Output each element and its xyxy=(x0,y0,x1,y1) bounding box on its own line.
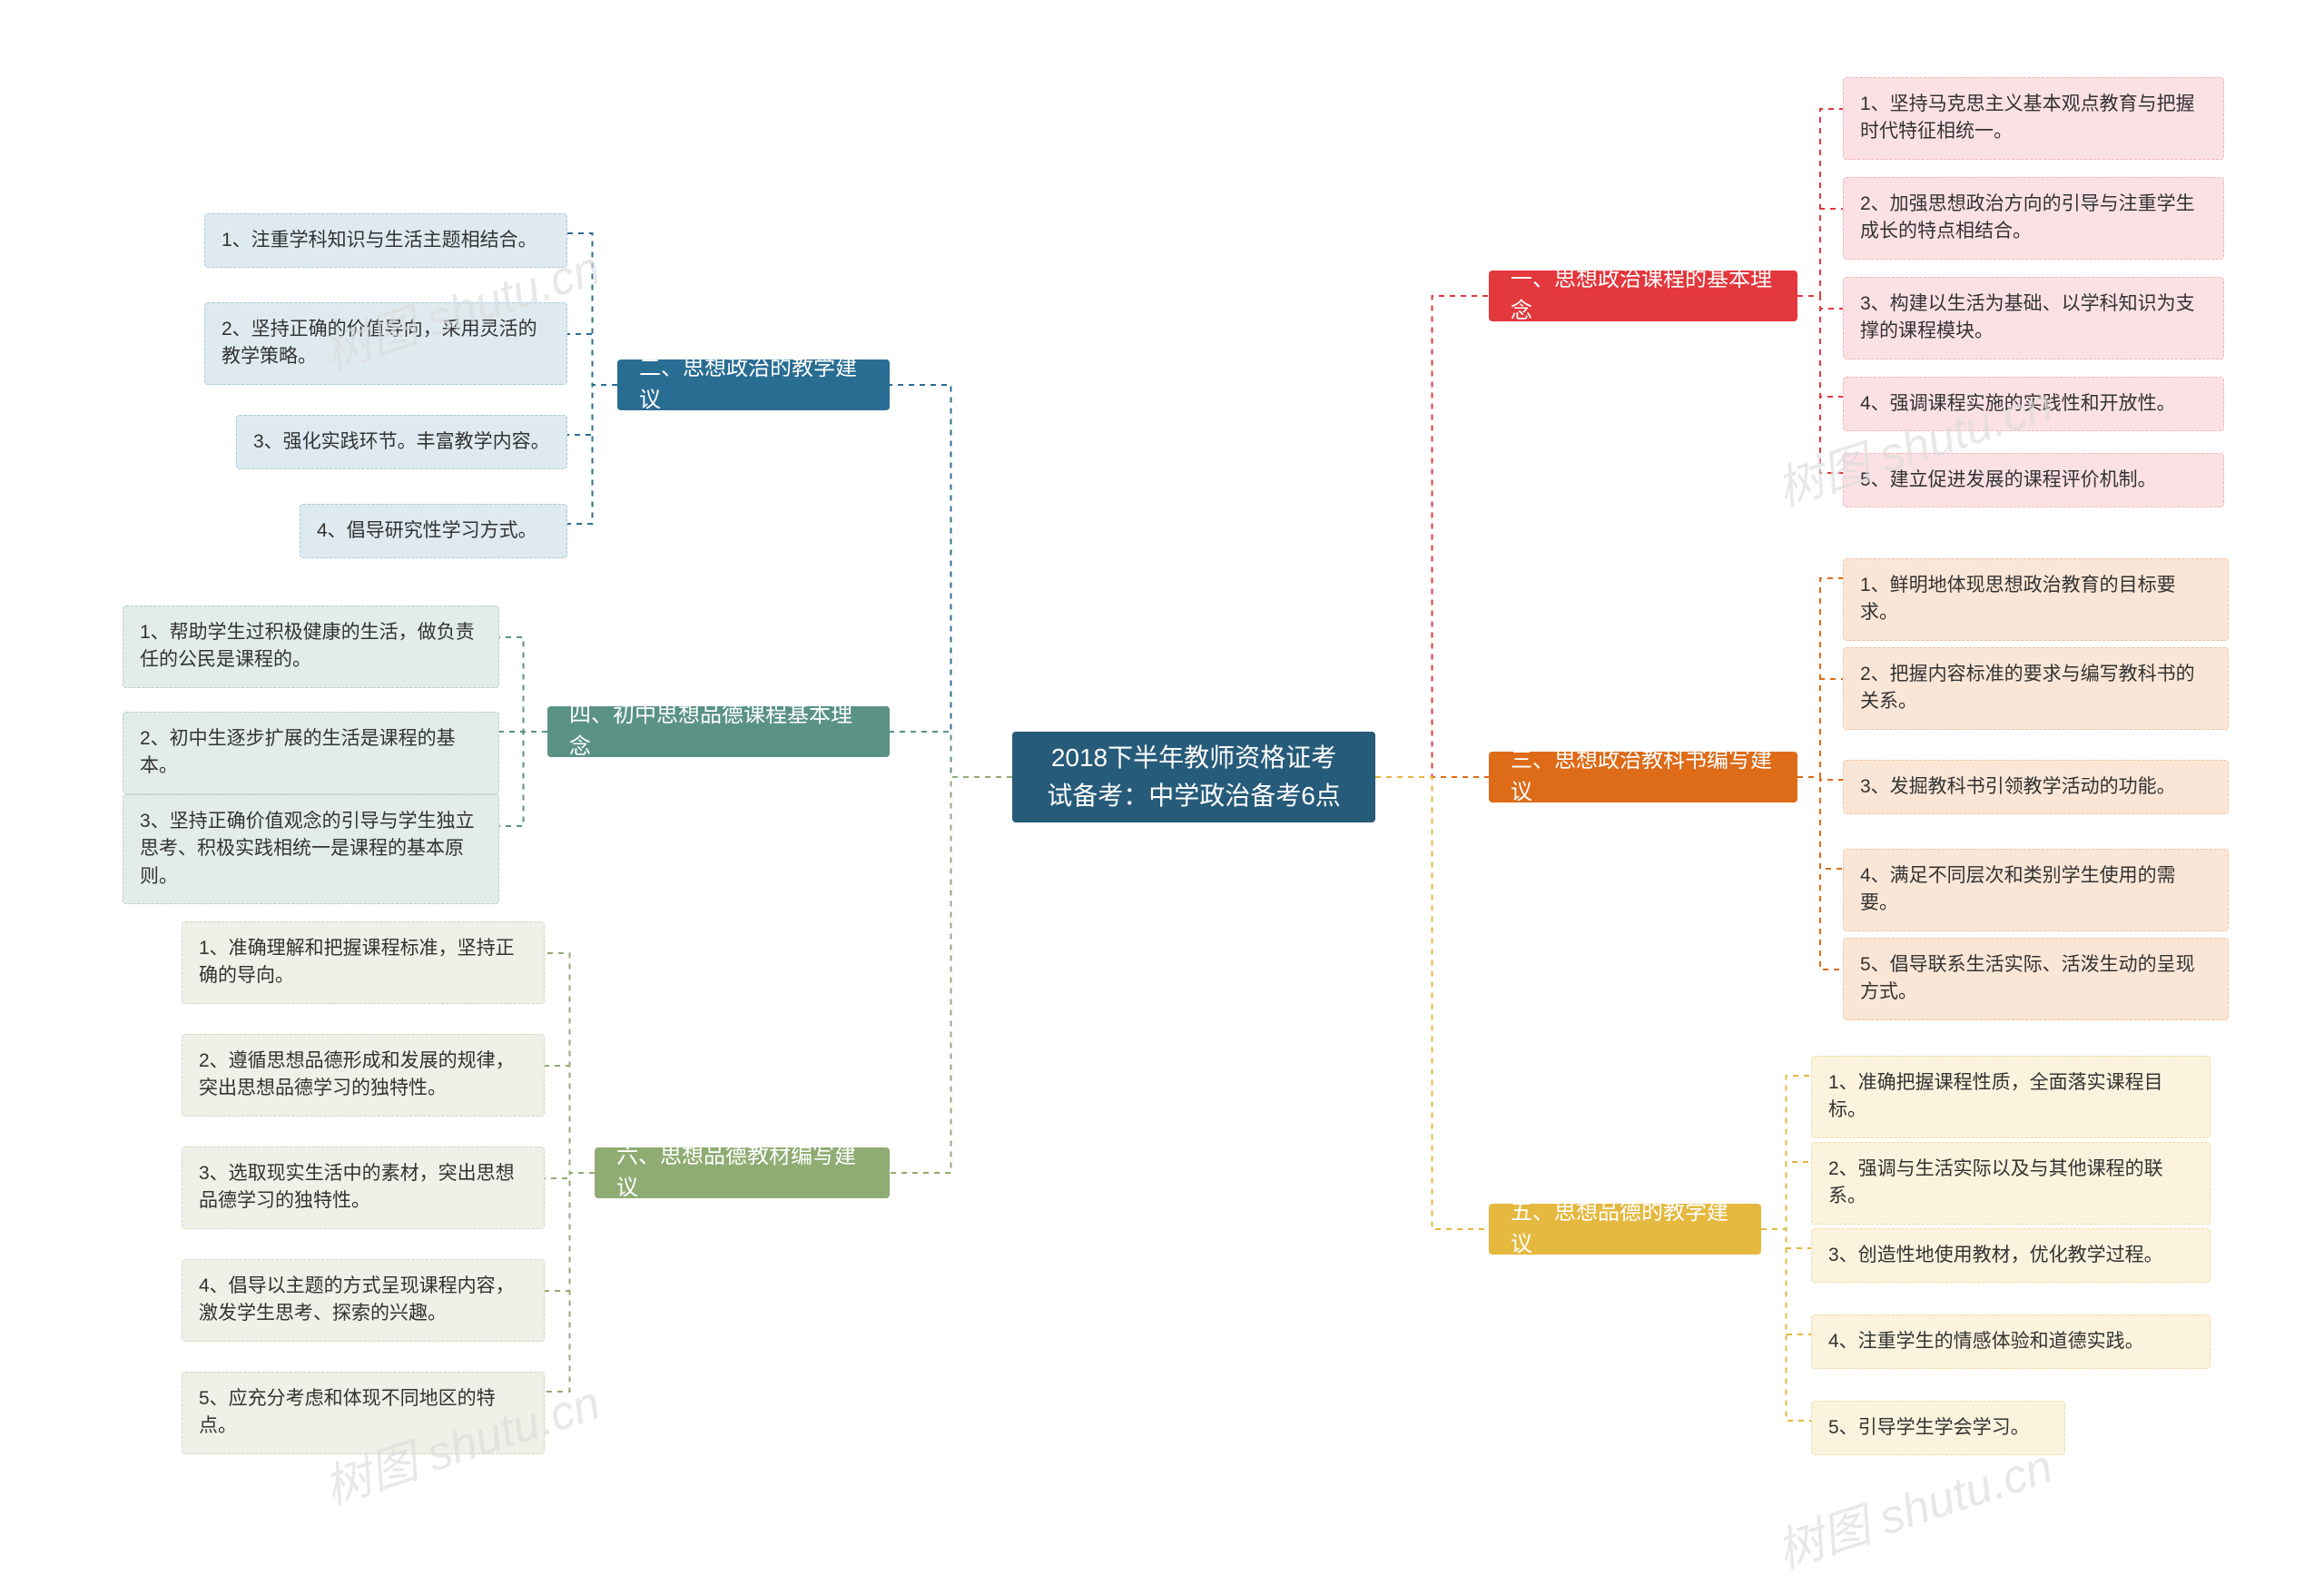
leaf-b3-0: 1、鲜明地体现思想政治教育的目标要求。 xyxy=(1843,558,2229,641)
branch-b6: 六、思想品德教材编写建议 xyxy=(595,1147,890,1198)
mindmap-canvas: 2018下半年教师资格证考试备考：中学政治备考6点 一、思想政治课程的基本理念 1、… xyxy=(0,0,2324,1575)
leaf-b5-0: 1、准确把握课程性质，全面落实课程目标。 xyxy=(1811,1056,2211,1138)
leaf-b4-1: 2、初中生逐步扩展的生活是课程的基本。 xyxy=(123,712,499,794)
leaf-b2-0: 1、注重学科知识与生活主题相结合。 xyxy=(204,213,567,268)
leaf-b2-3: 4、倡导研究性学习方式。 xyxy=(300,504,567,558)
leaf-b3-2: 3、发掘教科书引领教学活动的功能。 xyxy=(1843,760,2229,814)
leaf-b1-4: 5、建立促进发展的课程评价机制。 xyxy=(1843,453,2224,507)
leaf-b2-1: 2、坚持正确的价值导向，采用灵活的教学策略。 xyxy=(204,302,567,385)
leaf-b5-3: 4、注重学生的情感体验和道德实践。 xyxy=(1811,1314,2211,1369)
leaf-b5-2: 3、创造性地使用教材，优化教学过程。 xyxy=(1811,1228,2211,1283)
branch-b4: 四、初中思想品德课程基本理念 xyxy=(547,706,890,757)
leaf-b1-0: 1、坚持马克思主义基本观点教育与把握时代特征相统一。 xyxy=(1843,77,2224,160)
leaf-b6-4: 5、应充分考虑和体现不同地区的特点。 xyxy=(182,1372,545,1454)
leaf-b4-2: 3、坚持正确价值观念的引导与学生独立思考、积极实践相统一是课程的基本原则。 xyxy=(123,794,499,904)
leaf-b3-3: 4、满足不同层次和类别学生使用的需要。 xyxy=(1843,849,2229,931)
leaf-b4-0: 1、帮助学生过积极健康的生活，做负责任的公民是课程的。 xyxy=(123,605,499,688)
leaf-b1-2: 3、构建以生活为基础、以学科知识为支撑的课程模块。 xyxy=(1843,277,2224,359)
leaf-b3-4: 5、倡导联系生活实际、活泼生动的呈现方式。 xyxy=(1843,938,2229,1020)
leaf-b5-4: 5、引导学生学会学习。 xyxy=(1811,1401,2065,1455)
leaf-b1-3: 4、强调课程实施的实践性和开放性。 xyxy=(1843,377,2224,431)
center-node: 2018下半年教师资格证考试备考：中学政治备考6点 xyxy=(1012,732,1375,822)
branch-b3: 三、思想政治教科书编写建议 xyxy=(1489,752,1797,802)
leaf-b6-1: 2、遵循思想品德形成和发展的规律，突出思想品德学习的独特性。 xyxy=(182,1034,545,1117)
leaf-b3-1: 2、把握内容标准的要求与编写教科书的关系。 xyxy=(1843,647,2229,730)
leaf-b1-1: 2、加强思想政治方向的引导与注重学生成长的特点相结合。 xyxy=(1843,177,2224,260)
leaf-b6-3: 4、倡导以主题的方式呈现课程内容，激发学生思考、探索的兴趣。 xyxy=(182,1259,545,1342)
branch-b1: 一、思想政治课程的基本理念 xyxy=(1489,271,1797,321)
branch-b5: 五、思想品德的教学建议 xyxy=(1489,1204,1761,1255)
leaf-b6-2: 3、选取现实生活中的素材，突出思想品德学习的独特性。 xyxy=(182,1147,545,1229)
leaf-b2-2: 3、强化实践环节。丰富教学内容。 xyxy=(236,415,567,469)
leaf-b5-1: 2、强调与生活实际以及与其他课程的联系。 xyxy=(1811,1142,2211,1225)
leaf-b6-0: 1、准确理解和把握课程标准，坚持正确的导向。 xyxy=(182,921,545,1004)
branch-b2: 二、思想政治的教学建议 xyxy=(617,359,890,410)
